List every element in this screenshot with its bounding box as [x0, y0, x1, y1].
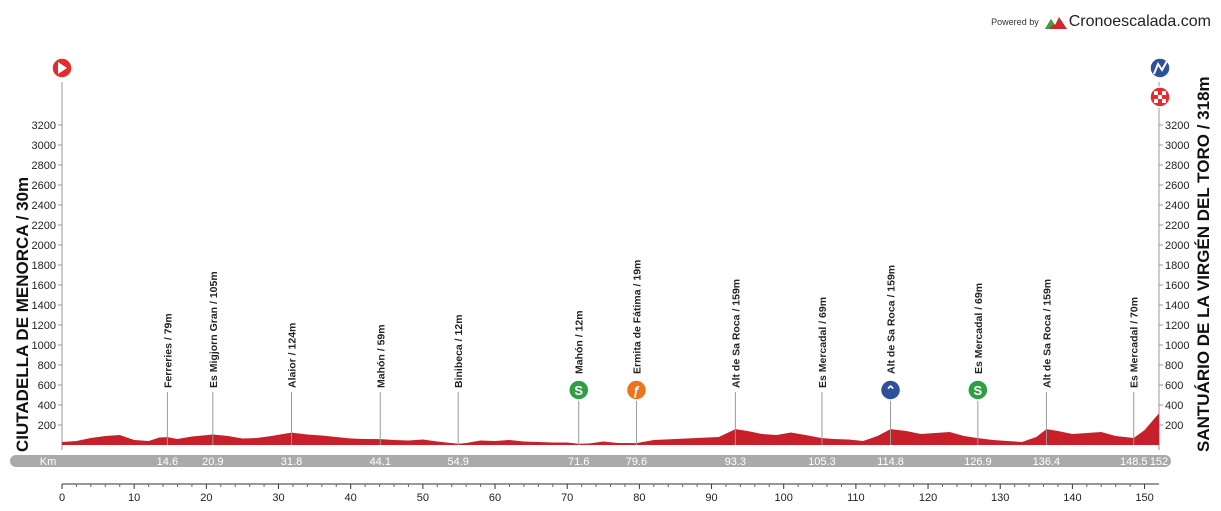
y-tick-label-right: 1000	[1165, 340, 1189, 352]
y-tick-label-left: 2400	[32, 200, 56, 212]
start-marker-icon	[51, 57, 73, 79]
x-tick-label: 100	[775, 492, 793, 504]
waypoint-label: Es Migjorn Gran / 105m	[208, 271, 220, 388]
x-tick-label: 110	[847, 492, 865, 504]
km-marker-label: 114.8	[877, 456, 904, 468]
waypoint-label: Ermita de Fátima / 19m	[631, 260, 643, 374]
y-tick-label-left: 2200	[32, 220, 56, 232]
x-tick-label: 30	[272, 492, 284, 504]
finish-flag-icon	[1149, 86, 1171, 108]
x-tick-label: 0	[59, 492, 65, 504]
svg-text:ƒ: ƒ	[633, 383, 640, 398]
x-tick-label: 120	[919, 492, 937, 504]
svg-text:S: S	[574, 383, 583, 398]
y-tick-label-right: 1800	[1165, 260, 1189, 272]
y-tick-label-right: 1400	[1165, 300, 1189, 312]
y-tick-label-right: 3200	[1165, 120, 1189, 132]
waypoint-label: Es Mercadal / 70m	[1129, 297, 1141, 388]
waypoint-label: Es Mercadal / 69m	[973, 283, 985, 374]
svg-text:S: S	[974, 383, 983, 398]
x-tick-label: 20	[200, 492, 212, 504]
y-tick-label-right: 400	[1165, 400, 1183, 412]
km-marker-label: 152	[1150, 456, 1168, 468]
y-tick-label-left: 400	[38, 400, 56, 412]
mountain-logo-icon	[1044, 17, 1067, 29]
y-tick-label-right: 200	[1165, 420, 1183, 432]
brand-name[interactable]: Cronoescalada.com	[1068, 13, 1211, 30]
km-marker-label: 148.5	[1120, 456, 1148, 468]
km-marker-label: 44.1	[370, 456, 391, 468]
y-tick-label-left: 1600	[32, 280, 56, 292]
y-tick-label-left: 2000	[32, 240, 56, 252]
x-tick-label: 150	[1135, 492, 1153, 504]
waypoint-label: Alt de Sa Roca / 159m	[730, 279, 742, 388]
y-tick-label-left: 2600	[32, 180, 56, 192]
x-tick-label: 130	[991, 492, 1009, 504]
y-tick-label-right: 2600	[1165, 180, 1189, 192]
y-tick-label-left: 1800	[32, 260, 56, 272]
waypoint-label: Es Mercadal / 69m	[817, 297, 829, 388]
y-tick-label-left: 600	[38, 380, 56, 392]
x-tick-label: 10	[128, 492, 140, 504]
km-marker-label: 105.3	[808, 456, 836, 468]
finish-title: SANTUÁRIO DE LA VIRGÉN DEL TORO / 318m	[1194, 76, 1213, 452]
x-tick-label: 90	[705, 492, 717, 504]
sprint-icon: S	[567, 379, 590, 401]
finish-climb-icon	[1149, 57, 1171, 79]
waypoint-label: Mahón / 12m	[574, 310, 586, 374]
y-tick-label-right: 2200	[1165, 220, 1189, 232]
km-bar-label: Km	[40, 456, 57, 468]
y-tick-label-left: 1000	[32, 340, 56, 352]
waypoint-label: Mahón / 59m	[375, 324, 387, 388]
km-marker-label: 31.8	[281, 456, 302, 468]
x-tick-label: 80	[633, 492, 645, 504]
waypoint-label: Binibeca / 12m	[453, 314, 465, 388]
sprint-icon: S	[967, 379, 989, 401]
climb-icon: ⌃	[879, 379, 902, 401]
y-tick-label-right: 1200	[1165, 320, 1189, 332]
x-tick-label: 60	[489, 492, 501, 504]
km-marker-label: 93.3	[725, 456, 746, 468]
waypoint-label: Alt de Sa Roca / 159m	[886, 265, 898, 374]
x-tick-label: 140	[1063, 492, 1081, 504]
y-tick-label-left: 1200	[32, 320, 56, 332]
km-marker-label: 54.9	[448, 456, 469, 468]
y-tick-label-right: 3000	[1165, 140, 1189, 152]
y-tick-label-right: 2400	[1165, 200, 1189, 212]
y-tick-label-left: 800	[38, 360, 56, 372]
elevation-profile-area	[62, 413, 1159, 445]
svg-text:⌃: ⌃	[885, 383, 896, 398]
feed-zone-icon: ƒ	[625, 379, 648, 401]
powered-by-credit: Powered by Cronoescalada.com	[991, 12, 1211, 32]
y-tick-label-right: 1600	[1165, 280, 1189, 292]
x-tick-label: 70	[561, 492, 573, 504]
km-marker-label: 71.6	[568, 456, 589, 468]
km-marker-label: 126.9	[964, 456, 992, 468]
waypoint-label: Alaior / 124m	[287, 323, 299, 388]
km-bar	[10, 455, 1171, 467]
km-marker-label: 79.6	[626, 456, 647, 468]
waypoint-label: Ferreries / 79m	[162, 313, 174, 388]
waypoint-label: Alt de Sa Roca / 159m	[1041, 279, 1053, 388]
km-marker-label: 14.6	[157, 456, 178, 468]
start-title: CIUTADELLA DE MENORCA / 30m	[13, 176, 32, 452]
y-tick-label-left: 1400	[32, 300, 56, 312]
x-tick-label: 50	[417, 492, 429, 504]
y-tick-label-left: 2800	[32, 160, 56, 172]
y-tick-label-right: 2800	[1165, 160, 1189, 172]
y-tick-label-left: 3000	[32, 140, 56, 152]
km-marker-label: 20.9	[202, 456, 223, 468]
y-tick-label-right: 800	[1165, 360, 1183, 372]
km-marker-label: 136.4	[1033, 456, 1061, 468]
y-tick-label-right: 600	[1165, 380, 1183, 392]
powered-by-label: Powered by	[991, 17, 1039, 27]
y-tick-label-left: 3200	[32, 120, 56, 132]
x-tick-label: 40	[345, 492, 357, 504]
y-tick-label-right: 2000	[1165, 240, 1189, 252]
y-tick-label-left: 200	[38, 420, 56, 432]
